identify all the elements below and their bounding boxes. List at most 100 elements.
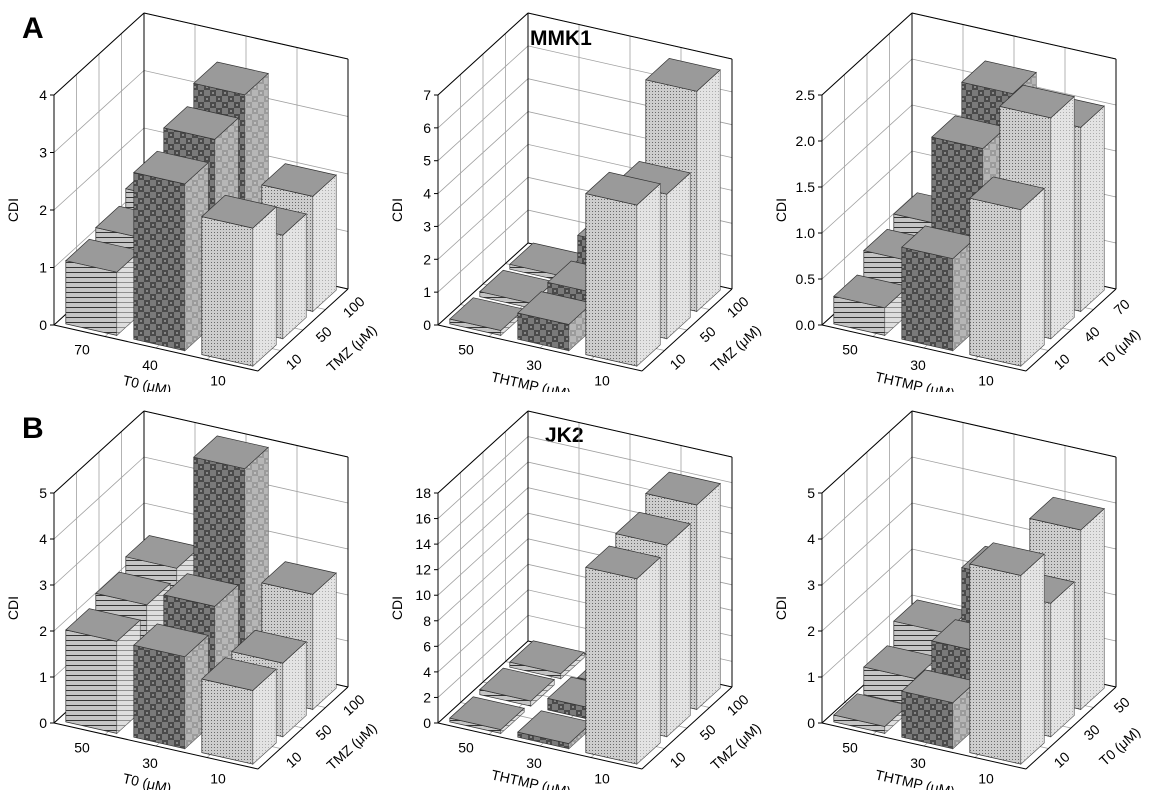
z-tick-label: 70 [1110,296,1132,318]
x-tick-label: 30 [910,755,926,771]
y-tick-label: 4 [39,87,47,103]
y-tick-label: 3 [39,577,47,593]
y-tick-label: 18 [415,485,431,501]
bar [901,225,977,352]
y-tick-label: 0.5 [796,271,816,287]
y-tick-label: 8 [423,613,431,629]
y-tick-label: 6 [423,120,431,136]
y-axis-label: CDI [389,596,405,620]
x-tick-label: 10 [210,372,226,388]
panel-letter-b: B [22,412,44,445]
y-tick-label: 16 [415,511,431,527]
y-tick-label: 5 [807,485,815,501]
bar [901,669,977,750]
bar [201,657,277,765]
y-tick-label: 1 [39,669,47,685]
y-tick-label: 1.0 [796,225,816,241]
y-tick-label: 1 [39,260,47,276]
y-tick-label: 0.0 [796,317,816,333]
y-tick-label: 3 [39,145,47,161]
z-tick-label: 100 [340,691,368,719]
row-title-mmk1: MMK1 [530,27,592,50]
z-tick-label: 10 [666,350,688,372]
x-tick-label: 50 [74,740,90,756]
z-axis-label: TMZ (μM) [323,322,379,375]
z-tick-label: 30 [1080,721,1102,743]
z-tick-label: 10 [1050,350,1072,372]
y-tick-label: 0 [39,317,47,333]
x-tick-label: 40 [142,357,158,373]
y-axis-label: CDI [773,198,789,222]
y-tick-label: 4 [39,531,47,547]
panel-letter-a: A [22,12,44,45]
bar [969,176,1045,367]
y-axis-label: CDI [389,198,405,222]
y-tick-label: 1 [423,284,431,300]
x-tick-label: 10 [594,372,610,388]
x-tick-label: 50 [842,740,858,756]
z-axis-label: TMZ (μM) [323,720,379,773]
y-tick-label: 14 [415,536,431,552]
y-tick-label: 1 [807,669,815,685]
y-axis-label: CDI [5,198,21,222]
z-tick-label: 10 [282,350,304,372]
y-tick-label: 0 [423,317,431,333]
bar [585,171,661,367]
x-tick-label: 70 [74,342,90,358]
z-axis-label: TMZ (μM) [707,720,763,773]
z-axis-label: T0 (μM) [1096,724,1143,769]
x-tick-label: 10 [978,372,994,388]
bar [833,274,909,337]
z-tick-label: 100 [340,293,368,321]
y-tick-label: 0 [423,715,431,731]
z-tick-label: 10 [666,748,688,770]
x-tick-label: 10 [594,770,610,786]
z-tick-label: 100 [724,691,752,719]
y-tick-label: 0 [39,715,47,731]
x-tick-label: 30 [526,755,542,771]
y-tick-label: 5 [423,153,431,169]
y-axis-label: CDI [773,596,789,620]
z-tick-label: 50 [1110,694,1132,716]
z-tick-label: 40 [1080,323,1102,345]
y-tick-label: 10 [415,587,431,603]
bar [449,696,525,735]
y-tick-label: 3 [807,577,815,593]
x-tick-label: 30 [910,357,926,373]
y-tick-label: 2 [423,251,431,267]
bar [479,667,555,707]
chart-a-t0-tmz: 0 1 2 3 4 CDI 70 40 10 T0 (μM) 10 50 100 TMZ (μM) [0,0,383,392]
chart-b-t0-tmz: 0 1 2 3 4 5 CDI 50 30 10 T0 (μM) 10 50 100 TMZ (μM) [0,398,383,790]
x-tick-label: 10 [978,770,994,786]
y-tick-label: 2.5 [796,87,816,103]
y-tick-label: 5 [39,485,47,501]
z-tick-label: 50 [312,323,334,345]
bar [133,150,209,352]
z-tick-label: 100 [724,293,752,321]
bar [133,623,209,750]
x-tick-label: 10 [210,770,226,786]
chart-a-thtmp-tmz: 0 1 2 3 4 5 6 7 CDI 50 30 10 THTMP (μM) 10 50 100 TMZ (μ… [384,0,767,392]
x-axis-label: T0 (μM) [121,372,173,392]
z-tick-label: 50 [312,721,334,743]
y-tick-label: 4 [423,664,431,680]
x-tick-label: 50 [458,740,474,756]
bar [509,640,585,680]
x-tick-label: 30 [526,357,542,373]
bar [65,608,141,735]
x-tick-label: 30 [142,755,158,771]
bar [615,161,691,340]
y-tick-label: 2 [39,202,47,218]
x-tick-label: 50 [458,342,474,358]
z-tick-label: 50 [696,721,718,743]
row-title-jk2: JK2 [545,424,584,447]
y-tick-label: 1.5 [796,179,816,195]
y-tick-label: 12 [415,562,431,578]
chart-a-thtmp-t0: 0.0 0.5 1.0 1.5 2.0 2.5 CDI 50 30 10 THTMP (μM) 10 4… [768,0,1151,392]
y-tick-label: 7 [423,87,431,103]
chart-b-thtmp-tmz: 0 2 4 6 8 10 12 14 16 18 CDI 50 30 10 THTMP (μM) 10 50 10… [384,398,767,790]
z-axis-label: TMZ (μM) [707,322,763,375]
z-tick-label: 10 [1050,748,1072,770]
y-tick-label: 2.0 [796,133,816,149]
z-axis-label: T0 (μM) [1096,326,1143,371]
